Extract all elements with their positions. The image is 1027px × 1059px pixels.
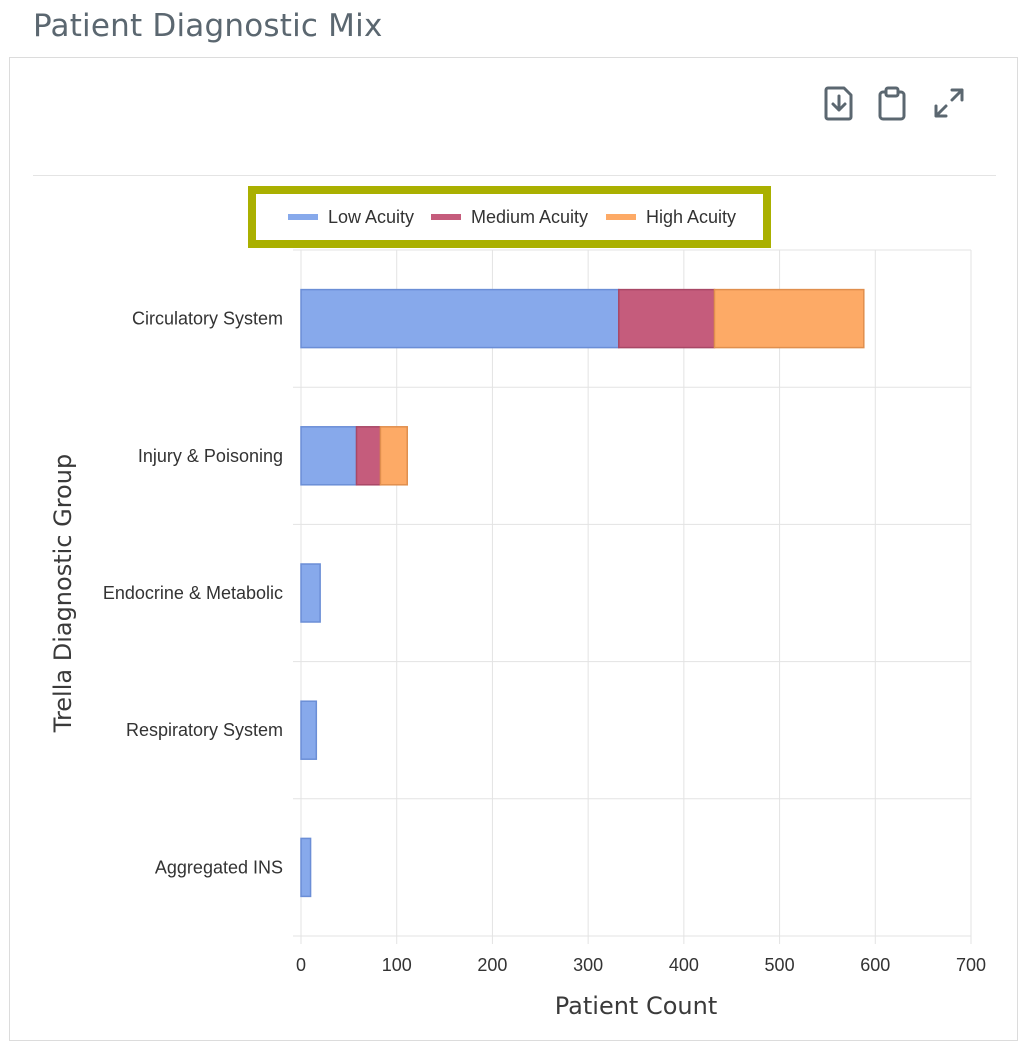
toolbar-divider [33, 175, 996, 176]
x-tick-label: 100 [382, 955, 412, 975]
x-tick-label: 0 [296, 955, 306, 975]
bar-segment[interactable] [713, 288, 865, 349]
category-label: Circulatory System [132, 309, 283, 329]
legend-item[interactable]: High Acuity [606, 207, 736, 227]
category-label: Respiratory System [126, 720, 283, 740]
bar-segment[interactable] [300, 837, 312, 898]
bar-segment[interactable] [355, 426, 382, 486]
legend-swatch [288, 214, 318, 220]
legend-item[interactable]: Low Acuity [288, 207, 414, 227]
file-download-icon[interactable] [822, 84, 856, 122]
bar-segment[interactable] [300, 563, 321, 623]
bar-segment[interactable] [618, 288, 716, 349]
category-label: Injury & Poisoning [138, 446, 283, 466]
x-tick-label: 500 [765, 955, 795, 975]
y-axis-title: Trella Diagnostic Group [49, 454, 77, 733]
legend-label: Low Acuity [328, 207, 414, 227]
category-label: Endocrine & Metabolic [103, 583, 283, 603]
x-tick-label: 400 [669, 955, 699, 975]
x-tick-label: 200 [477, 955, 507, 975]
bar-segment[interactable] [300, 288, 620, 349]
bar-segment[interactable] [300, 700, 318, 760]
legend-swatch [606, 214, 636, 220]
legend-box [248, 186, 771, 248]
x-tick-label: 700 [956, 955, 986, 975]
legend-item[interactable]: Medium Acuity [431, 207, 588, 227]
x-axis-title: Patient Count [555, 992, 717, 1020]
x-tick-label: 600 [860, 955, 890, 975]
page-title: Patient Diagnostic Mix [33, 8, 383, 44]
expand-icon[interactable] [932, 84, 966, 122]
clipboard-icon[interactable] [875, 84, 909, 122]
bar-segment[interactable] [379, 426, 408, 486]
legend-swatch [431, 214, 461, 220]
legend-label: Medium Acuity [471, 207, 588, 227]
x-tick-label: 300 [573, 955, 603, 975]
bar-segment[interactable] [300, 426, 358, 486]
legend: Low Acuity Medium Acuity High Acuity [248, 186, 771, 248]
category-label: Aggregated INS [155, 857, 283, 877]
legend-label: High Acuity [646, 207, 736, 227]
